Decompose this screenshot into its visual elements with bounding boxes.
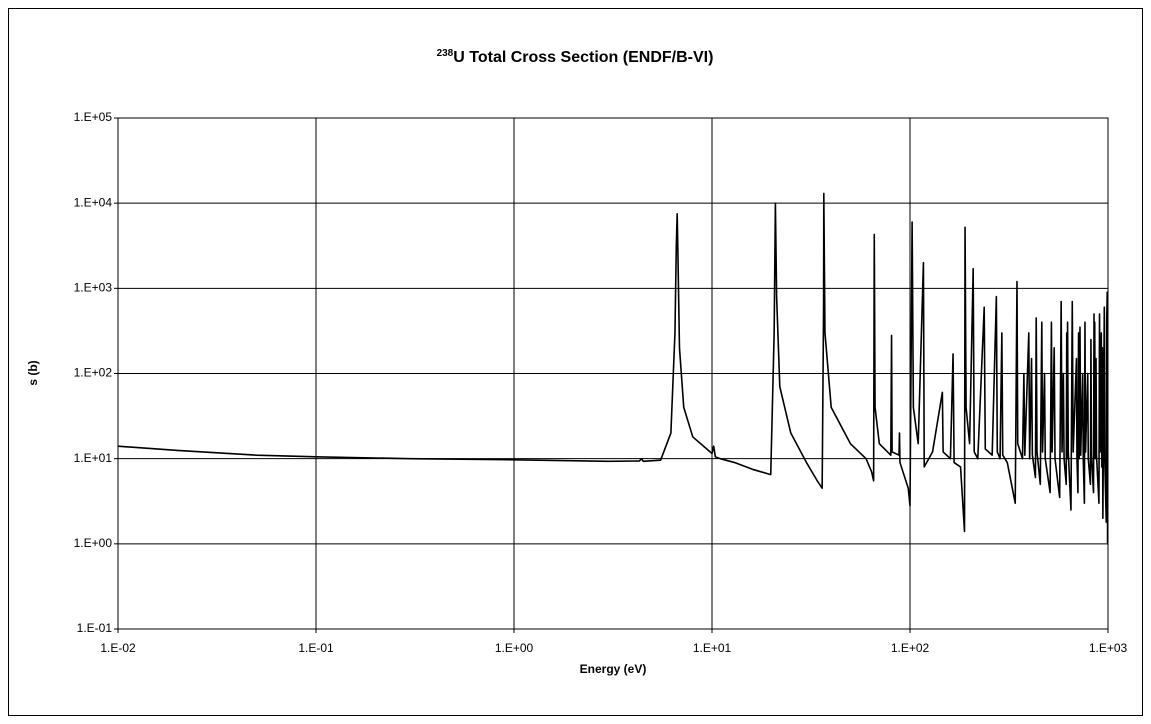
- y-tick-label: 1.E+04: [74, 195, 113, 209]
- x-tick-label: 1.E-02: [100, 641, 136, 655]
- x-tick-label: 1.E-01: [298, 641, 334, 655]
- y-tick-label: 1.E-01: [77, 621, 113, 635]
- x-tick-label: 1.E+02: [891, 641, 930, 655]
- y-tick-label: 1.E+03: [74, 281, 113, 295]
- x-tick-label: 1.E+01: [693, 641, 732, 655]
- y-tick-label: 1.E+05: [74, 110, 113, 124]
- title-text: U Total Cross Section (ENDF/B-VI): [453, 49, 713, 66]
- x-tick-label: 1.E+00: [495, 641, 534, 655]
- chart-frame: [8, 8, 1143, 716]
- y-axis-title: s (b): [26, 360, 40, 385]
- title-superscript: 238: [437, 48, 454, 59]
- y-tick-label: 1.E+00: [74, 536, 113, 550]
- data-line: [117, 192, 1109, 545]
- x-tick-label: 1.E+03: [1089, 641, 1128, 655]
- chart-title: 238U Total Cross Section (ENDF/B-VI): [437, 48, 714, 67]
- y-tick-label: 1.E+01: [74, 451, 113, 465]
- y-tick-label: 1.E+02: [74, 366, 113, 380]
- x-axis-title: Energy (eV): [580, 662, 647, 676]
